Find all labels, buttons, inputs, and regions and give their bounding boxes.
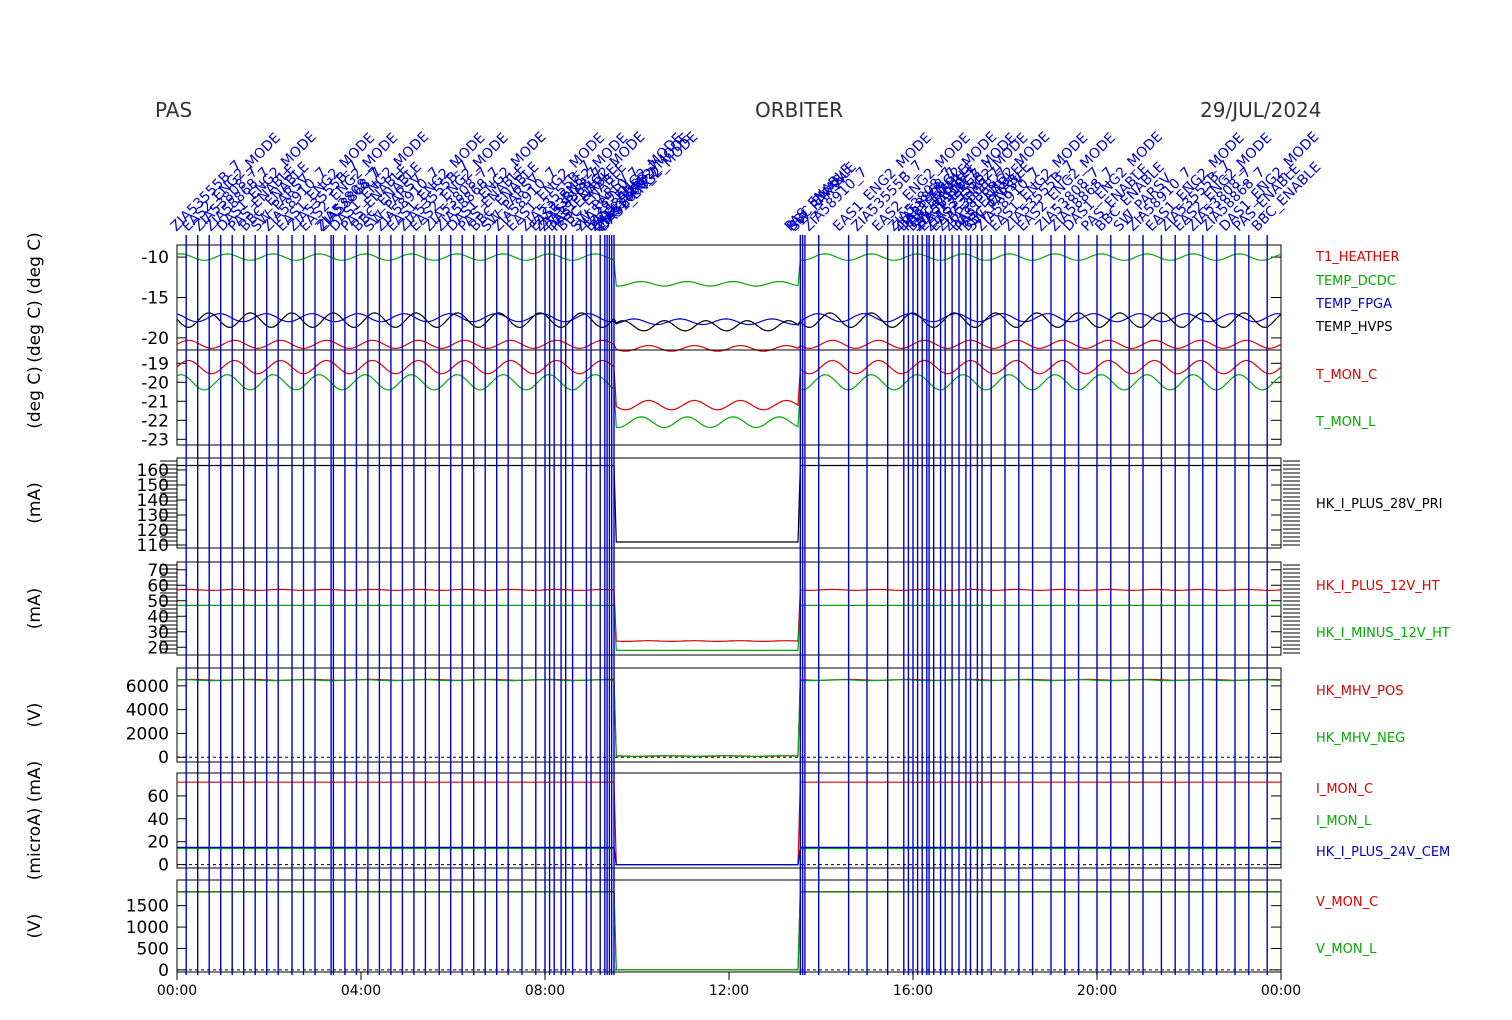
y-tick-label: 40 bbox=[147, 810, 169, 830]
instrument-title: PAS bbox=[155, 98, 193, 122]
y-axis-label: (mA) bbox=[25, 482, 45, 523]
y-tick-label: 140 bbox=[137, 491, 169, 511]
legend-label: TEMP_DCDC bbox=[1315, 274, 1396, 289]
y-tick-label: 0 bbox=[158, 748, 169, 768]
panel-frame bbox=[176, 772, 1282, 869]
panel-frame bbox=[176, 457, 1282, 549]
y-tick-label: -22 bbox=[141, 411, 169, 431]
legend-label: V_MON_C bbox=[1316, 895, 1378, 910]
series-line bbox=[177, 847, 1281, 866]
legend-label: T1_HEATHER bbox=[1315, 250, 1400, 265]
y-tick-label: 30 bbox=[147, 623, 169, 643]
x-tick-label: 04:00 bbox=[341, 983, 381, 999]
legend-label: T_MON_C bbox=[1315, 368, 1377, 383]
series-line bbox=[177, 679, 1282, 757]
y-tick-label: 120 bbox=[137, 521, 169, 541]
legend-label: HK_I_PLUS_28V_PRI bbox=[1316, 497, 1442, 512]
y-tick-label: 0 bbox=[158, 961, 169, 981]
series-line bbox=[177, 604, 1281, 651]
legend-label: HK_MHV_NEG bbox=[1316, 731, 1405, 746]
y-tick-label: -20 bbox=[141, 329, 169, 349]
y-tick-label: 110 bbox=[137, 536, 169, 556]
legend-label: V_MON_L bbox=[1316, 942, 1377, 957]
legend-label: HK_I_MINUS_12V_HT bbox=[1316, 626, 1450, 641]
y-tick-label: -10 bbox=[141, 248, 169, 268]
legend-label: HK_I_PLUS_12V_HT bbox=[1316, 579, 1440, 594]
y-tick-label: 40 bbox=[147, 607, 169, 627]
x-tick-label: 08:00 bbox=[525, 983, 565, 999]
legend-label: TEMP_FPGA bbox=[1315, 297, 1392, 312]
x-tick-label: 00:00 bbox=[157, 983, 197, 999]
panel-frame bbox=[176, 667, 1282, 763]
series-line bbox=[177, 464, 1281, 543]
panel-frame bbox=[176, 349, 1282, 446]
y-axis-label: (deg C) bbox=[25, 366, 45, 429]
y-axis-label: (mA) bbox=[25, 588, 45, 629]
series-line bbox=[177, 846, 1281, 866]
date-title: 29/JUL/2024 bbox=[1200, 98, 1322, 122]
y-tick-label: 6000 bbox=[126, 677, 169, 697]
y-tick-label: 1000 bbox=[126, 918, 169, 938]
y-tick-label: 2000 bbox=[126, 724, 169, 744]
y-tick-label: -15 bbox=[141, 289, 169, 309]
series-line bbox=[176, 678, 1282, 757]
y-tick-label: 160 bbox=[137, 461, 169, 481]
x-tick-label: 16:00 bbox=[893, 983, 933, 999]
y-axis-label: (V) bbox=[25, 914, 45, 939]
y-tick-label: -20 bbox=[141, 373, 169, 393]
y-tick-label: 20 bbox=[147, 833, 169, 853]
series-line bbox=[176, 588, 1282, 642]
legend-label: T_MON_L bbox=[1315, 415, 1376, 430]
y-axis-label: (V) bbox=[25, 703, 45, 728]
y-tick-label: 70 bbox=[147, 561, 169, 581]
y-tick-label: 0 bbox=[158, 856, 169, 876]
x-tick-label: 00:00 bbox=[1261, 983, 1301, 999]
y-axis-label: (microA) (mA) bbox=[25, 761, 45, 880]
y-tick-label: -21 bbox=[141, 392, 169, 412]
legend-label: TEMP_HVPS bbox=[1315, 320, 1392, 335]
legend-label: HK_I_PLUS_24V_CEM bbox=[1316, 845, 1450, 860]
y-tick-label: -19 bbox=[141, 354, 169, 374]
series-line bbox=[177, 891, 1281, 971]
series-line bbox=[176, 253, 1282, 287]
y-tick-label: -23 bbox=[141, 430, 169, 450]
y-tick-label: 1500 bbox=[126, 897, 169, 917]
y-tick-label: 60 bbox=[147, 787, 169, 807]
mission-title: ORBITER bbox=[755, 98, 844, 122]
panel-frame bbox=[176, 879, 1282, 973]
y-tick-label: 4000 bbox=[126, 701, 169, 721]
series-line bbox=[177, 891, 1281, 971]
y-tick-label: 500 bbox=[137, 939, 169, 959]
series-line bbox=[176, 374, 1282, 429]
legend-label: I_MON_L bbox=[1316, 814, 1372, 829]
legend-label: HK_MHV_POS bbox=[1316, 684, 1404, 699]
y-axis-label: (deg C) (deg C) bbox=[25, 232, 45, 363]
x-tick-label: 12:00 bbox=[709, 983, 749, 999]
legend-label: I_MON_C bbox=[1316, 782, 1373, 797]
series-line bbox=[177, 781, 1281, 866]
x-tick-label: 20:00 bbox=[1077, 983, 1117, 999]
